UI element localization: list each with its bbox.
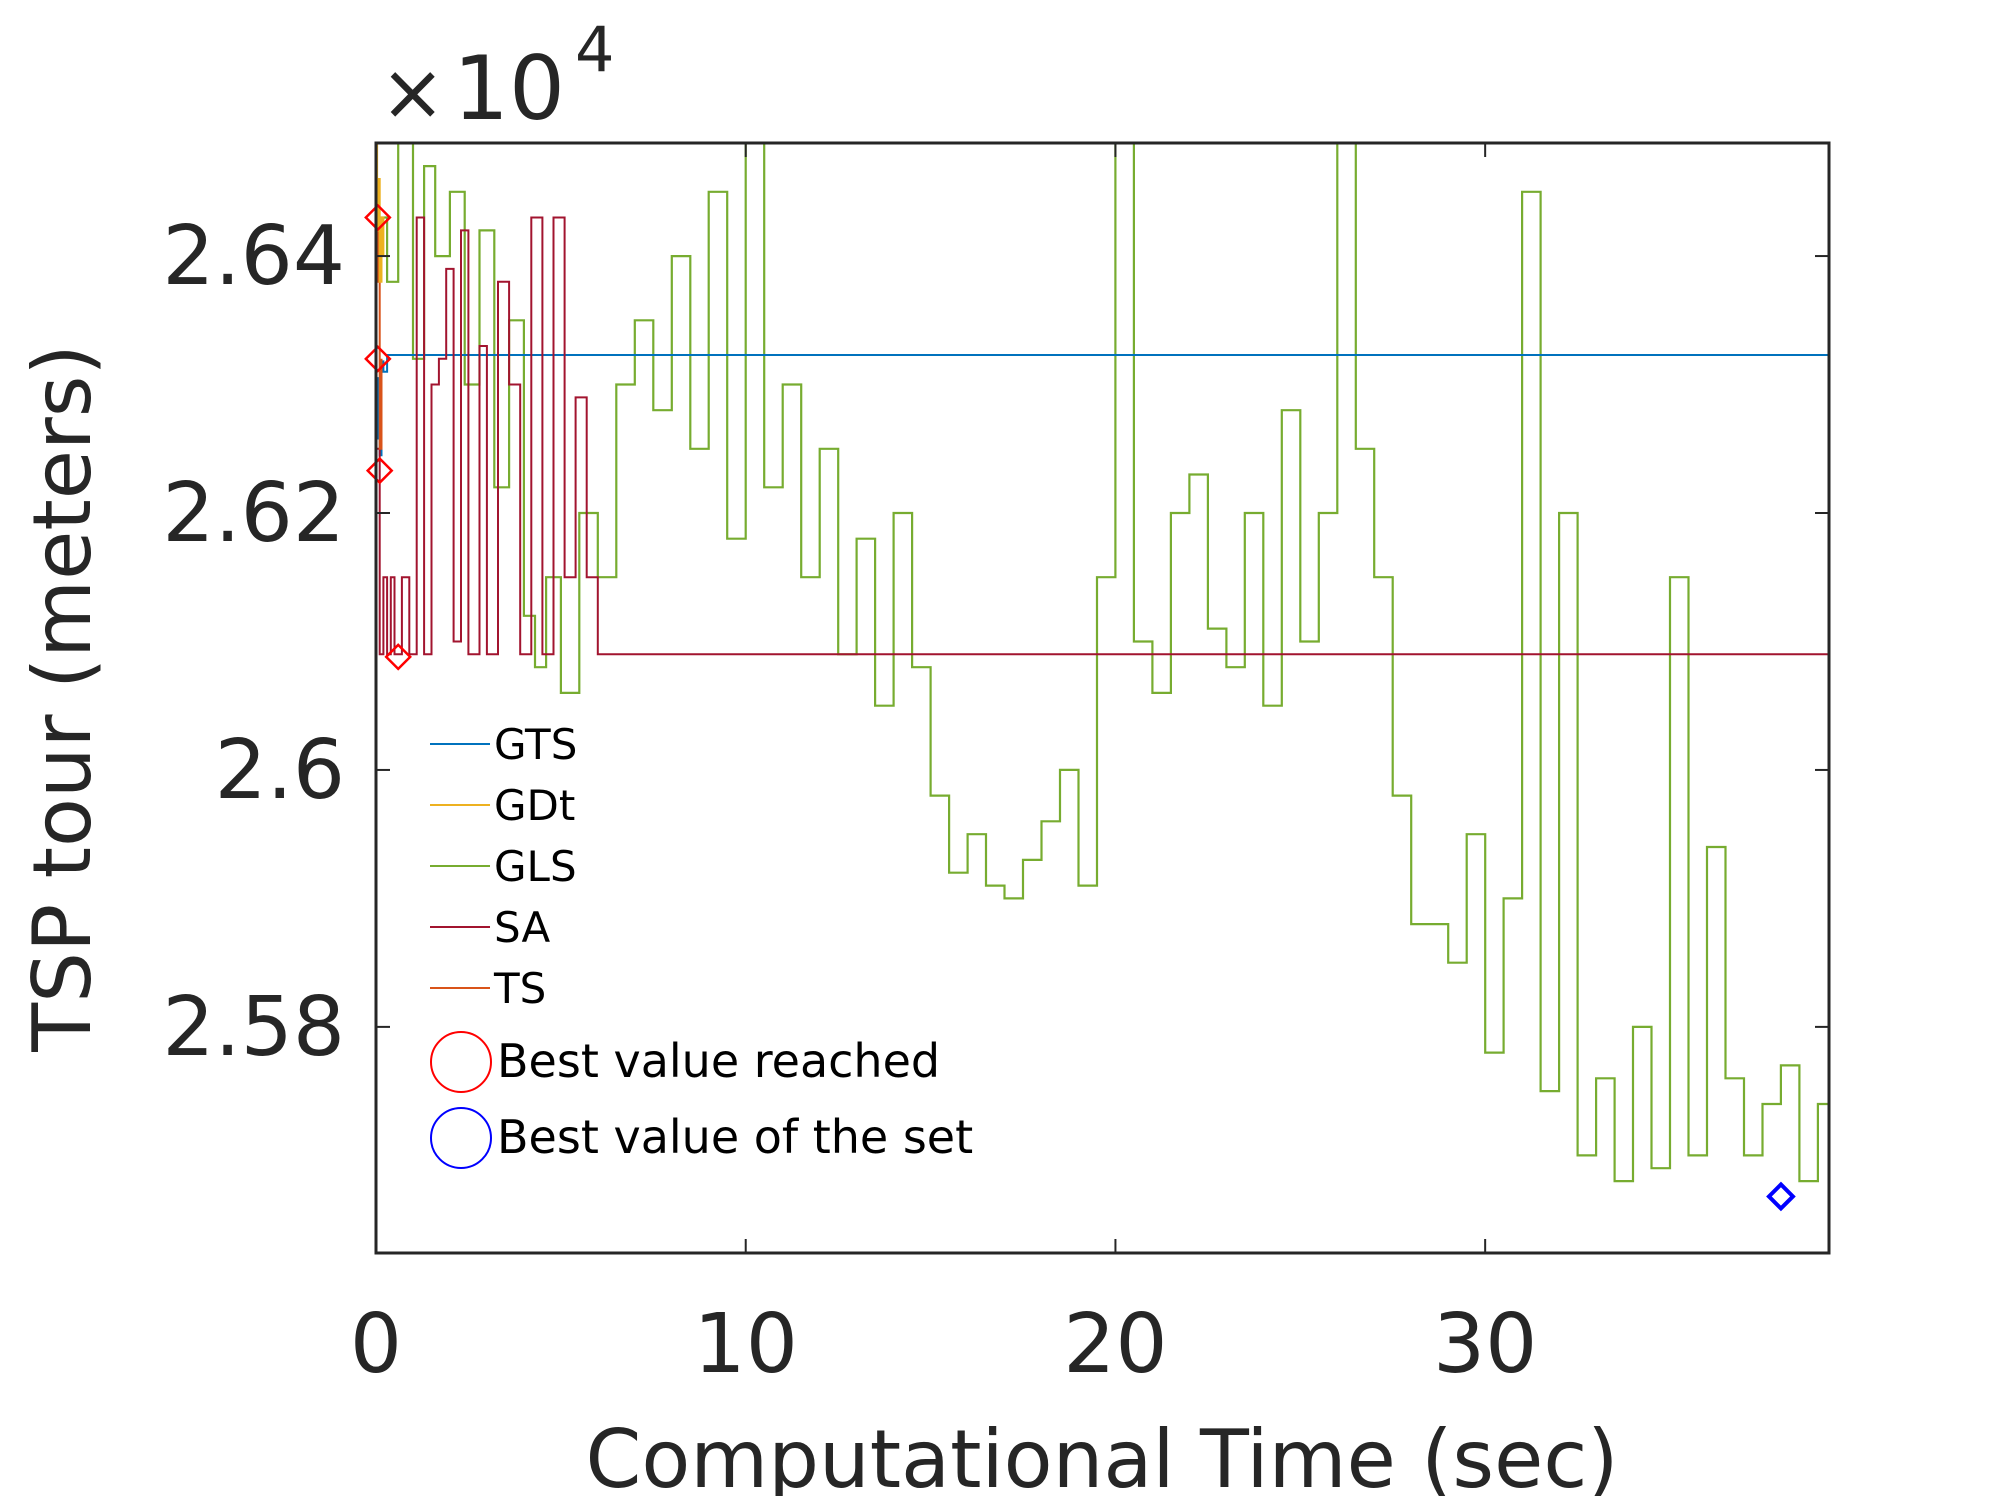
- legend-swatch-best-value-reached: [430, 1031, 492, 1093]
- legend-label-gts: GTS: [494, 720, 577, 769]
- series-line-sa: [376, 216, 1829, 656]
- legend-label-best-value-of-the-set: Best value of the set: [497, 1110, 973, 1164]
- legend-label-gdt: GDt: [494, 781, 575, 830]
- legend-label-ts: TS: [493, 964, 546, 1013]
- y-exponent-base: 10: [453, 37, 565, 140]
- y-tick-label-2.64: 2.64: [162, 209, 345, 304]
- y-exponent-label: × 10 4: [380, 13, 614, 140]
- axes-box: [374, 141, 1831, 1255]
- y-exponent-prefix: ×: [380, 48, 445, 138]
- x-tick-label-10: 10: [694, 1297, 798, 1392]
- plot-area: [376, 143, 1829, 1253]
- marker-best-value-reached-3: [384, 643, 412, 671]
- x-axis-ticks: 0 10 20 30: [350, 143, 1537, 1392]
- y-exponent-power: 4: [575, 13, 614, 86]
- marker-layer: [364, 203, 1796, 1212]
- x-tick-label-20: 20: [1063, 1297, 1167, 1392]
- y-axis-label: TSP tour (meters): [16, 344, 109, 1052]
- x-tick-label-30: 30: [1433, 1297, 1537, 1392]
- legend: GTS GDt GLS SA TS Best value reached Best valu…: [430, 720, 973, 1169]
- legend-swatch-best-value-of-the-set: [430, 1107, 492, 1169]
- y-axis-ticks: 2.58 2.6 2.62 2.64: [162, 209, 1829, 1075]
- marker-best-value-of-the-set-0: [1766, 1181, 1796, 1212]
- y-tick-label-2.6: 2.6: [215, 723, 345, 818]
- marker-best-value-reached-1: [364, 345, 392, 373]
- marker-best-value-reached-0: [364, 203, 392, 232]
- legend-label-best-value-reached: Best value reached: [497, 1034, 940, 1088]
- legend-label-sa: SA: [494, 903, 550, 952]
- legend-label-gls: GLS: [494, 842, 577, 891]
- series-line-gls: [376, 141, 1831, 1183]
- y-tick-label-2.62: 2.62: [162, 466, 345, 561]
- x-tick-label-0: 0: [350, 1297, 402, 1392]
- marker-best-value-reached-2: [365, 456, 394, 485]
- x-axis-label: Computational Time (sec): [585, 1413, 1618, 1496]
- y-tick-label-2.58: 2.58: [162, 980, 345, 1075]
